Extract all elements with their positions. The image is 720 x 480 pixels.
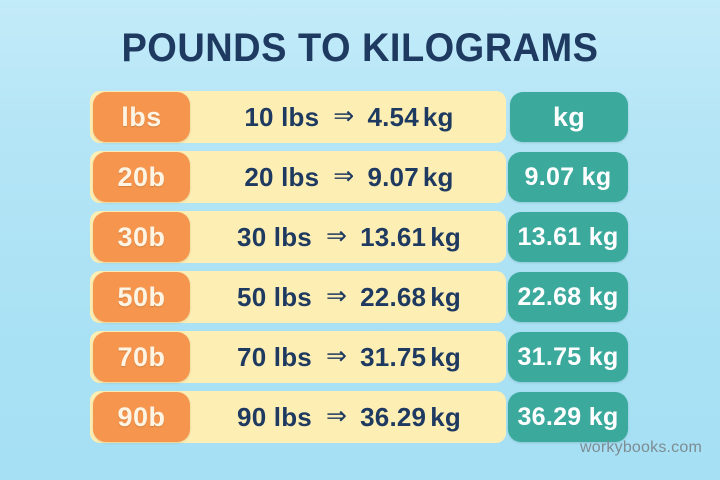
from-value: 10 lbs	[244, 101, 320, 132]
pounds-pill[interactable]: lbs	[93, 92, 190, 142]
pounds-pill[interactable]: 90b	[93, 392, 190, 442]
double-arrow-icon: ⇒	[325, 222, 348, 250]
kilograms-pill[interactable]: 31.75 kg	[508, 332, 628, 382]
double-arrow-icon: ⇒	[333, 162, 355, 190]
double-arrow-icon: ⇒	[325, 402, 348, 430]
from-value: 70 lbs	[237, 341, 312, 372]
to-value: 9.07	[367, 161, 419, 192]
to-unit-label: kg	[430, 221, 461, 252]
double-arrow-icon: ⇒	[333, 102, 355, 130]
pounds-pill[interactable]: 20b	[93, 152, 190, 202]
from-value: 30 lbs	[237, 221, 312, 252]
table-row: 50b 50 lbs ⇒ 22.68 kg 22.68 kg	[0, 271, 720, 323]
from-value: 50 lbs	[237, 281, 312, 312]
kilograms-pill[interactable]: 9.07 kg	[508, 152, 628, 202]
to-unit-label: kg	[430, 401, 461, 432]
to-value: 13.61	[360, 221, 427, 252]
to-value: 36.29	[360, 401, 427, 432]
kilograms-pill[interactable]: 13.61 kg	[508, 212, 628, 262]
conversion-expression: 20 lbs ⇒ 9.07 kg	[196, 151, 502, 203]
kilograms-pill[interactable]: 22.68 kg	[508, 272, 628, 322]
to-value: 22.68	[360, 281, 427, 312]
to-value: 4.54	[367, 101, 419, 132]
from-value: 90 lbs	[237, 401, 312, 432]
table-row: 20b 20 lbs ⇒ 9.07 kg 9.07 kg	[0, 151, 720, 203]
conversion-table: lbs 10 lbs ⇒ 4.54 kg kg 20b 20 lbs ⇒ 9.07 kg 9.07 k…	[0, 91, 720, 451]
conversion-expression: 50 lbs ⇒ 22.68 kg	[196, 271, 502, 323]
table-row: 30b 30 lbs ⇒ 13.61 kg 13.61 kg	[0, 211, 720, 263]
to-unit-label: kg	[430, 281, 461, 312]
conversion-expression: 90 lbs ⇒ 36.29 kg	[196, 391, 502, 443]
conversion-expression: 70 lbs ⇒ 31.75 kg	[196, 331, 502, 383]
table-row: 70b 70 lbs ⇒ 31.75 kg 31.75 kg	[0, 331, 720, 383]
kilograms-pill[interactable]: 36.29 kg	[508, 392, 628, 442]
pounds-pill[interactable]: 50b	[93, 272, 190, 322]
table-row: 90b 90 lbs ⇒ 36.29 kg 36.29 kg	[0, 391, 720, 443]
conversion-expression: 30 lbs ⇒ 13.61 kg	[196, 211, 502, 263]
conversion-expression: 10 lbs ⇒ 4.54 kg	[196, 91, 502, 143]
double-arrow-icon: ⇒	[325, 342, 348, 370]
watermark: workybooks.com	[580, 439, 702, 456]
pounds-pill[interactable]: 30b	[93, 212, 190, 262]
to-unit-label: kg	[430, 341, 461, 372]
pounds-pill[interactable]: 70b	[93, 332, 190, 382]
to-value: 31.75	[360, 341, 427, 372]
kilograms-pill[interactable]: kg	[510, 92, 628, 142]
double-arrow-icon: ⇒	[325, 282, 348, 310]
page-title: POUNDS TO KILOGRAMS	[121, 26, 599, 70]
table-row: lbs 10 lbs ⇒ 4.54 kg kg	[0, 91, 720, 143]
from-value: 20 lbs	[244, 161, 320, 192]
to-unit-label: kg	[422, 161, 454, 192]
to-unit-label: kg	[422, 101, 454, 132]
